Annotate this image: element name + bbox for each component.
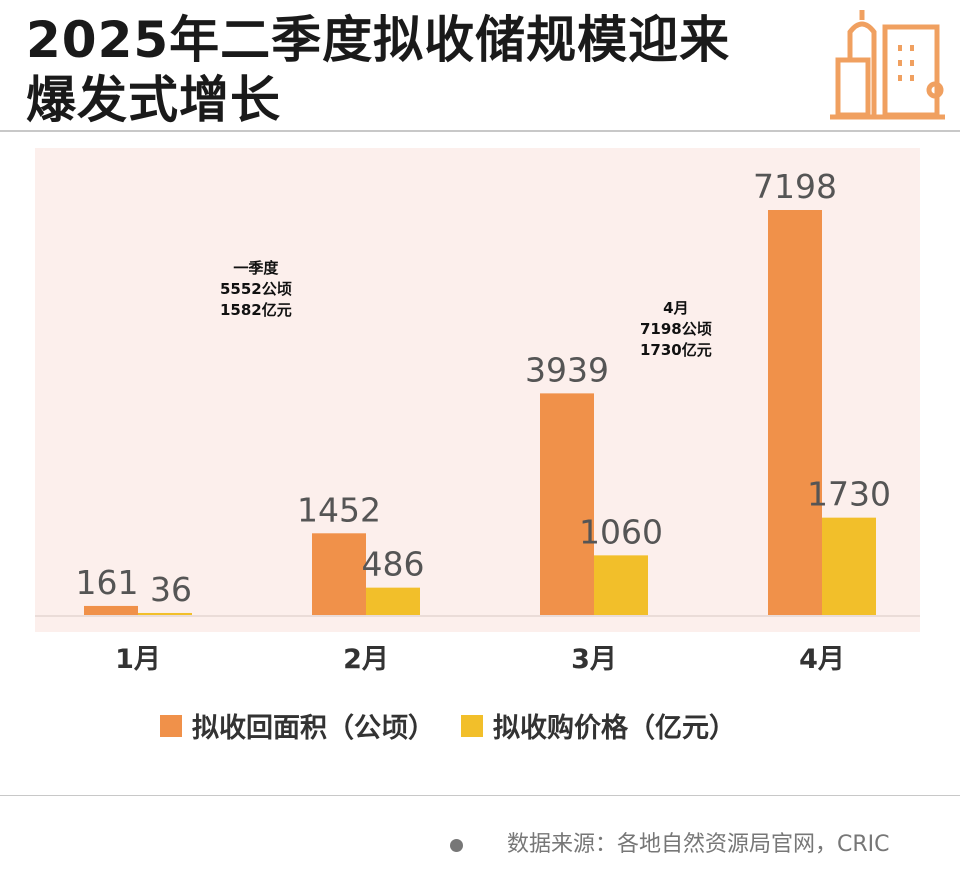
q1-annotation: 一季度 5552公顷 1582亿元 <box>220 259 292 319</box>
legend-swatch-price <box>461 714 483 737</box>
legend-swatch-area <box>160 714 182 737</box>
bar-area <box>312 533 366 615</box>
bullet-icon <box>450 838 463 852</box>
bar-price <box>138 612 192 615</box>
bar-price <box>594 555 648 615</box>
legend: 拟收回面积（公顷） 拟收购价格（亿元） <box>160 706 736 745</box>
data-label: 36 <box>150 570 192 609</box>
bar-price <box>366 587 420 615</box>
footer-divider <box>0 795 960 796</box>
title-divider <box>0 130 960 132</box>
data-label: 1730 <box>807 475 891 514</box>
x-tick-label: 1月 <box>115 644 161 675</box>
data-label: 7198 <box>753 167 837 206</box>
bar-area <box>768 210 822 615</box>
bar-area <box>84 605 138 615</box>
april-annotation: 4月 7198公顷 1730亿元 <box>640 299 712 359</box>
data-label: 1452 <box>297 490 381 529</box>
page-title: 2025年二季度拟收储规模迎来 爆发式增长 <box>26 11 731 129</box>
legend-label-area: 拟收回面积（公顷） <box>192 713 435 744</box>
x-tick-label: 3月 <box>571 644 617 675</box>
data-label: 1060 <box>579 512 663 551</box>
legend-label-price: 拟收购价格（亿元） <box>493 713 736 744</box>
bar-area <box>540 393 594 615</box>
x-tick-label: 4月 <box>799 644 845 675</box>
data-label: 3939 <box>525 350 609 389</box>
x-tick-label: 2月 <box>343 644 389 675</box>
bar-price <box>822 517 876 615</box>
source-note: 数据来源：各地自然资源局官网，CRIC <box>450 826 890 858</box>
data-label: 486 <box>362 545 425 584</box>
bar-chart: 161 36 1月 1452 486 2月 3939 1060 3月 7198 1730 4月 <box>35 167 920 675</box>
data-label: 161 <box>76 563 139 602</box>
